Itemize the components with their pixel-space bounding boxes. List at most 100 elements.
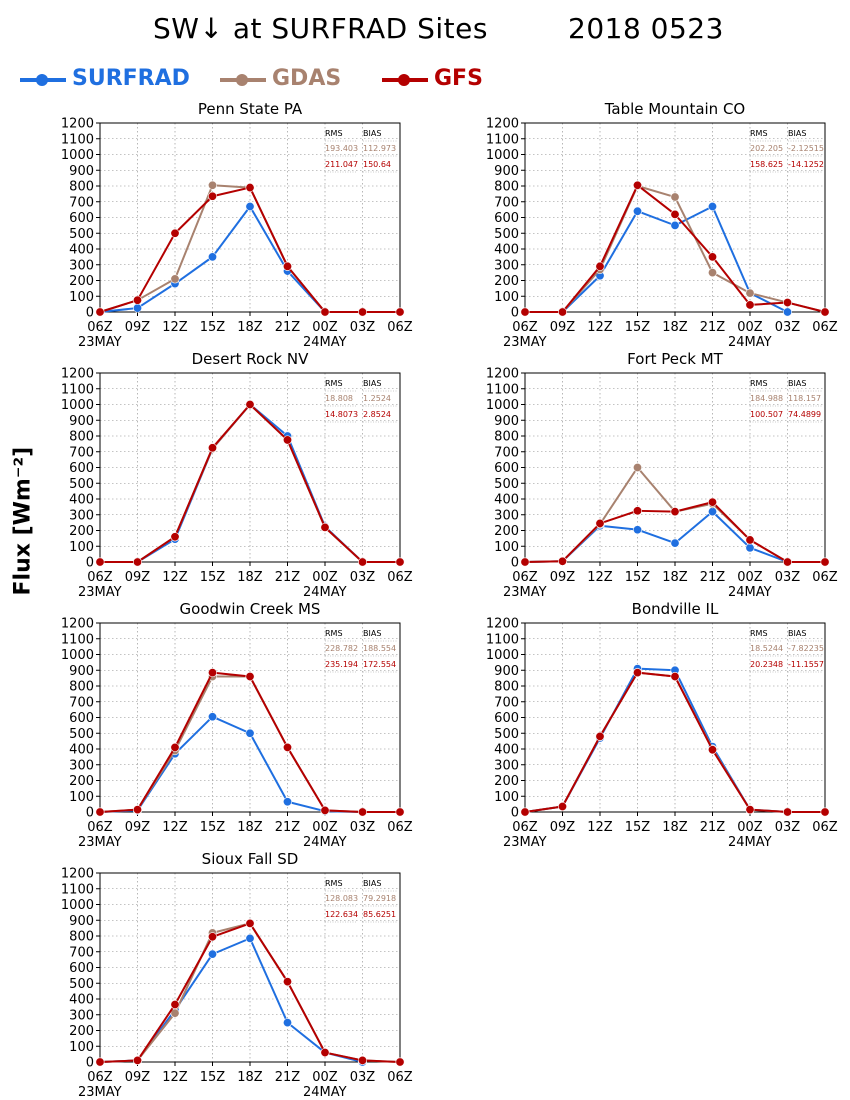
- x-tick-label: 09Z: [125, 320, 151, 335]
- y-tick-label: 1100: [486, 132, 519, 147]
- series-line-surfrad: [99, 715, 363, 813]
- y-tick-label: 1100: [486, 632, 519, 647]
- x-tick-label: 00Z: [312, 1070, 338, 1085]
- x-tick-label: 06Z: [387, 320, 413, 335]
- data-point-gdas: [208, 180, 218, 190]
- y-tick-label: 200: [69, 524, 94, 539]
- stats-header-bias: BIAS: [363, 379, 381, 388]
- data-point-gfs: [670, 209, 680, 219]
- panel-title: Fort Peck MT: [627, 350, 723, 368]
- y-tick-label: 300: [69, 758, 94, 773]
- x-tick-label: 21Z: [275, 1070, 301, 1085]
- x-tick-label: 21Z: [700, 320, 726, 335]
- data-point-gfs: [170, 1000, 180, 1010]
- stats-header-bias: BIAS: [363, 129, 381, 138]
- data-point-gfs: [395, 557, 405, 567]
- data-point-gfs: [782, 298, 792, 308]
- y-tick-label: 500: [69, 477, 94, 492]
- x-tick-label: 00Z: [312, 320, 338, 335]
- y-tick-label: 800: [69, 430, 94, 445]
- stats-gdas-rms: 18.5244: [750, 644, 783, 653]
- x-tick-label: 00Z: [737, 820, 763, 835]
- panel-4: 0100200300400500600700800900100011001200…: [61, 600, 413, 850]
- y-tick-label: 400: [494, 493, 519, 508]
- x-tick-label: 21Z: [700, 820, 726, 835]
- panel-title: Goodwin Creek MS: [180, 600, 321, 618]
- stats-header-bias: BIAS: [788, 379, 806, 388]
- data-point-gfs: [820, 307, 830, 317]
- panel-2: 0100200300400500600700800900100011001200…: [61, 350, 413, 600]
- x-tick-label: 00Z: [737, 570, 763, 585]
- data-point-gfs: [95, 557, 105, 567]
- data-point-surfrad: [670, 538, 680, 548]
- x-tick-label: 15Z: [200, 820, 226, 835]
- y-tick-label: 200: [494, 774, 519, 789]
- x-tick-label: 09Z: [125, 570, 151, 585]
- stats-gdas-rms: 228.782: [325, 644, 358, 653]
- data-point-gfs: [282, 435, 292, 445]
- y-tick-label: 0: [511, 806, 519, 821]
- data-point-gfs: [282, 261, 292, 271]
- x-tick-label: 18Z: [237, 820, 263, 835]
- y-tick-label: 200: [494, 524, 519, 539]
- x-tick-label: 06Z: [87, 1070, 113, 1085]
- y-tick-label: 1100: [61, 132, 94, 147]
- x-date-label: 23MAY: [78, 335, 122, 350]
- data-point-gdas: [632, 462, 642, 472]
- series-line-surfrad: [100, 403, 364, 563]
- stats-gfs-bias: 2.8524: [363, 410, 391, 419]
- y-tick-label: 500: [69, 727, 94, 742]
- y-tick-label: 0: [511, 556, 519, 571]
- x-date-label: 23MAY: [503, 335, 547, 350]
- y-tick-label: 600: [494, 711, 519, 726]
- data-point-gfs: [707, 252, 717, 262]
- legend-marker-surfrad: [20, 74, 66, 86]
- y-tick-label: 700: [494, 195, 519, 210]
- data-point-surfrad: [208, 252, 218, 262]
- data-point-gfs: [707, 745, 717, 755]
- data-point-surfrad: [707, 507, 717, 517]
- series-surfrad: [95, 712, 367, 817]
- data-point-gfs: [632, 180, 642, 190]
- data-point-gdas: [745, 288, 755, 298]
- y-tick-label: 900: [69, 914, 94, 929]
- y-tick-label: 900: [494, 664, 519, 679]
- x-tick-label: 18Z: [237, 320, 263, 335]
- stats-gdas-rms: 18.808: [325, 394, 353, 403]
- y-tick-label: 900: [494, 164, 519, 179]
- data-point-gfs: [208, 443, 218, 453]
- data-point-surfrad: [245, 728, 255, 738]
- y-tick-label: 200: [69, 1024, 94, 1039]
- stats-header-bias: BIAS: [363, 879, 381, 888]
- y-tick-label: 500: [494, 477, 519, 492]
- panel-6: 0100200300400500600700800900100011001200…: [61, 850, 413, 1100]
- x-tick-label: 12Z: [162, 820, 188, 835]
- series-line-surfrad: [99, 937, 363, 1063]
- stats-gfs-bias: -14.1252: [788, 160, 824, 169]
- x-tick-label: 06Z: [387, 570, 413, 585]
- y-tick-label: 100: [69, 1040, 94, 1055]
- data-point-gfs: [208, 191, 218, 201]
- y-tick-label: 0: [86, 1056, 94, 1071]
- legend-marker-gfs: [382, 74, 428, 86]
- x-date-label: 24MAY: [728, 335, 772, 350]
- data-point-gfs: [595, 731, 605, 741]
- x-date-label: 24MAY: [303, 335, 347, 350]
- panel-1: 0100200300400500600700800900100011001200…: [486, 100, 838, 350]
- y-tick-label: 600: [69, 711, 94, 726]
- x-tick-label: 03Z: [775, 820, 801, 835]
- data-point-gfs: [670, 672, 680, 682]
- y-tick-label: 500: [494, 227, 519, 242]
- stats-gfs-bias: 74.4899: [788, 410, 821, 419]
- x-tick-label: 12Z: [587, 820, 613, 835]
- stats-header-bias: BIAS: [788, 129, 806, 138]
- series-gfs: [520, 180, 830, 317]
- y-tick-label: 1200: [61, 867, 94, 882]
- y-tick-label: 900: [494, 414, 519, 429]
- y-tick-label: 100: [69, 290, 94, 305]
- y-tick-label: 100: [494, 540, 519, 555]
- x-tick-label: 15Z: [625, 320, 651, 335]
- data-point-gfs: [782, 557, 792, 567]
- x-tick-label: 06Z: [87, 320, 113, 335]
